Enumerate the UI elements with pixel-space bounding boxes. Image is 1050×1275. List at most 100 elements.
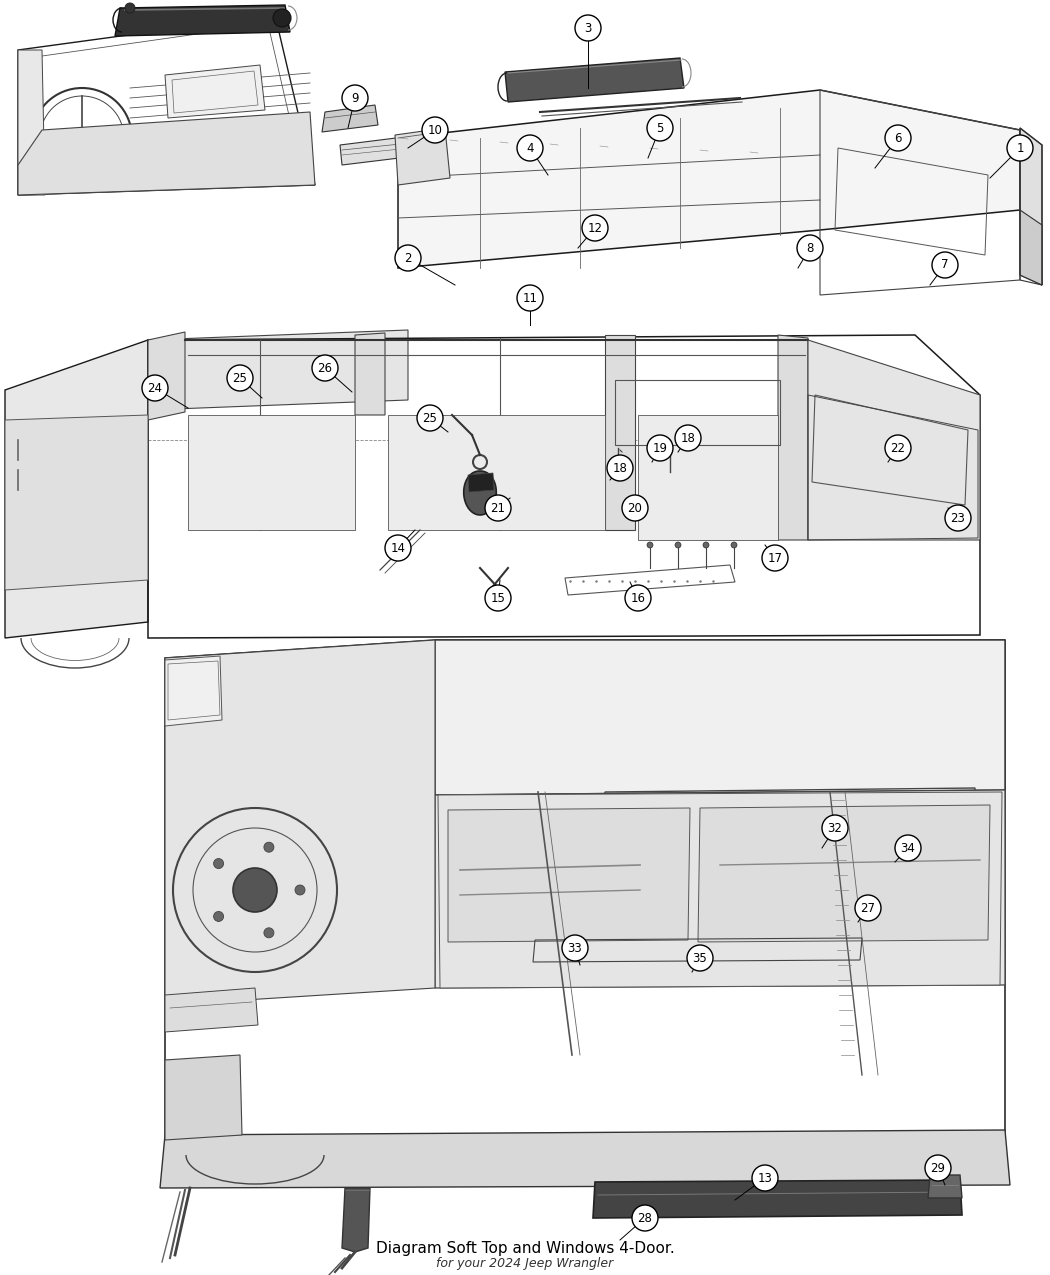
Circle shape <box>72 128 92 148</box>
Text: 8: 8 <box>806 241 814 255</box>
Polygon shape <box>505 57 684 102</box>
Polygon shape <box>435 640 1005 796</box>
Polygon shape <box>5 340 148 638</box>
Circle shape <box>562 935 588 961</box>
Circle shape <box>632 1205 658 1230</box>
Text: 11: 11 <box>523 292 538 305</box>
Polygon shape <box>165 640 435 1005</box>
Text: 10: 10 <box>427 124 442 136</box>
Polygon shape <box>165 657 222 725</box>
Polygon shape <box>593 1179 962 1218</box>
Text: 33: 33 <box>568 941 583 955</box>
Polygon shape <box>448 808 690 942</box>
Polygon shape <box>464 470 497 515</box>
Circle shape <box>731 542 737 548</box>
Circle shape <box>647 435 673 462</box>
Polygon shape <box>435 790 1005 988</box>
Text: 34: 34 <box>901 842 916 854</box>
Circle shape <box>264 843 274 852</box>
Circle shape <box>925 1155 951 1181</box>
Polygon shape <box>395 128 450 185</box>
Text: 22: 22 <box>890 441 905 454</box>
Circle shape <box>625 585 651 611</box>
Polygon shape <box>468 473 494 492</box>
Text: 7: 7 <box>941 259 949 272</box>
Text: 23: 23 <box>950 511 965 524</box>
Text: 24: 24 <box>147 381 163 394</box>
Polygon shape <box>116 5 290 36</box>
Text: 20: 20 <box>628 501 643 515</box>
Circle shape <box>312 354 338 381</box>
Circle shape <box>213 912 224 922</box>
Polygon shape <box>165 1054 242 1140</box>
Circle shape <box>675 425 701 451</box>
Circle shape <box>647 115 673 142</box>
Text: 5: 5 <box>656 121 664 134</box>
Text: 15: 15 <box>490 592 505 604</box>
Polygon shape <box>438 792 1002 988</box>
Circle shape <box>264 928 274 938</box>
Polygon shape <box>342 1188 370 1252</box>
Circle shape <box>885 125 911 150</box>
Text: 25: 25 <box>422 412 438 425</box>
Circle shape <box>885 435 911 462</box>
Text: 35: 35 <box>693 951 708 964</box>
Text: 27: 27 <box>861 901 876 914</box>
Circle shape <box>607 455 633 481</box>
Text: 19: 19 <box>652 441 668 454</box>
Text: 12: 12 <box>588 222 603 235</box>
Polygon shape <box>1020 210 1042 286</box>
Text: 25: 25 <box>232 371 248 385</box>
Text: 18: 18 <box>612 462 628 474</box>
Circle shape <box>855 895 881 921</box>
Text: 4: 4 <box>526 142 533 154</box>
Circle shape <box>422 117 448 143</box>
Polygon shape <box>5 414 148 590</box>
Polygon shape <box>388 414 605 530</box>
Polygon shape <box>148 330 408 411</box>
Circle shape <box>797 235 823 261</box>
Text: 17: 17 <box>768 552 782 565</box>
Circle shape <box>932 252 958 278</box>
Text: 28: 28 <box>637 1211 652 1224</box>
Circle shape <box>687 945 713 972</box>
Polygon shape <box>605 335 635 530</box>
Circle shape <box>704 542 709 548</box>
Text: Diagram Soft Top and Windows 4-Door.: Diagram Soft Top and Windows 4-Door. <box>376 1241 674 1256</box>
Text: 9: 9 <box>352 92 359 105</box>
Text: for your 2024 Jeep Wrangler: for your 2024 Jeep Wrangler <box>437 1256 613 1270</box>
Circle shape <box>213 858 224 868</box>
Text: 29: 29 <box>930 1162 945 1174</box>
Circle shape <box>417 405 443 431</box>
Circle shape <box>752 1165 778 1191</box>
Circle shape <box>822 815 848 842</box>
Circle shape <box>227 365 253 391</box>
Circle shape <box>125 3 135 13</box>
Polygon shape <box>638 414 778 541</box>
Polygon shape <box>1020 128 1042 286</box>
Text: 2: 2 <box>404 251 412 264</box>
Polygon shape <box>165 988 258 1031</box>
Circle shape <box>385 536 411 561</box>
Circle shape <box>622 495 648 521</box>
Circle shape <box>517 135 543 161</box>
Text: 21: 21 <box>490 501 505 515</box>
Circle shape <box>342 85 368 111</box>
Polygon shape <box>340 135 424 164</box>
Polygon shape <box>18 112 315 195</box>
Circle shape <box>582 215 608 241</box>
Circle shape <box>142 375 168 402</box>
Text: 32: 32 <box>827 821 842 835</box>
Text: 18: 18 <box>680 431 695 445</box>
Polygon shape <box>165 65 265 119</box>
Circle shape <box>295 885 304 895</box>
Polygon shape <box>355 333 385 414</box>
Circle shape <box>675 542 681 548</box>
Polygon shape <box>398 91 1020 268</box>
Circle shape <box>575 15 601 41</box>
Polygon shape <box>778 335 808 541</box>
Circle shape <box>517 286 543 311</box>
Text: 26: 26 <box>317 362 333 375</box>
Polygon shape <box>698 805 990 942</box>
Text: 6: 6 <box>895 131 902 144</box>
